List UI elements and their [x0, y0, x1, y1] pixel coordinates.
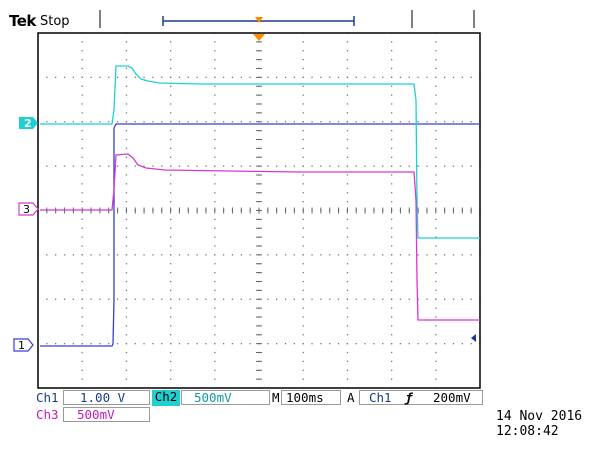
- ch2-label: Ch2: [152, 390, 180, 406]
- timebase-label: M: [272, 390, 280, 405]
- ch1-ground-marker[interactable]: 1: [13, 338, 34, 352]
- timestamp: 14 Nov 2016 12:08:42: [496, 409, 582, 439]
- trigger-position-icon: [255, 17, 263, 23]
- brand-logo: Tek: [9, 12, 36, 30]
- ch2-marker-label: 2: [24, 117, 32, 130]
- timestamp-date: 14 Nov 2016: [496, 409, 583, 424]
- ch1-label: Ch1: [36, 390, 59, 405]
- ch3-ground-marker[interactable]: 3: [18, 202, 39, 216]
- timestamp-time: 12:08:42: [496, 424, 559, 439]
- trigger-source: Ch1: [369, 390, 392, 405]
- trigger-slope-icon: ƒ: [405, 390, 413, 405]
- graticule: [37, 32, 481, 389]
- ch3-scale: 500mV: [77, 407, 115, 422]
- ch2-trace: [40, 65, 480, 239]
- ch2-scale-box[interactable]: [181, 390, 270, 405]
- trigger-point-marker-icon: [253, 34, 265, 41]
- ch1-marker-label: 1: [18, 339, 25, 352]
- ch3-marker-label: 3: [23, 203, 30, 216]
- trigger-level: 200mV: [433, 390, 471, 405]
- trigger-level-marker-icon[interactable]: [471, 334, 476, 342]
- ch1-scale-box[interactable]: [63, 390, 150, 405]
- acquisition-status: Stop: [40, 14, 70, 29]
- ch1-scale: 1.00 V: [80, 390, 126, 405]
- timebase-box[interactable]: [281, 390, 341, 405]
- trigger-box[interactable]: [359, 390, 483, 405]
- trigger-mode: A: [347, 390, 355, 405]
- ch2-scale: 500mV: [194, 390, 232, 405]
- ch2-ground-marker[interactable]: 2: [19, 117, 38, 130]
- timebase-scale: 100ms: [286, 390, 324, 405]
- ch3-trace: [40, 153, 480, 321]
- ch1-trace: [40, 123, 480, 347]
- ch3-label: Ch3: [36, 407, 59, 422]
- ch3-scale-box[interactable]: [63, 407, 150, 422]
- header-dividers: [99, 10, 475, 28]
- graticule-frame: [37, 32, 481, 389]
